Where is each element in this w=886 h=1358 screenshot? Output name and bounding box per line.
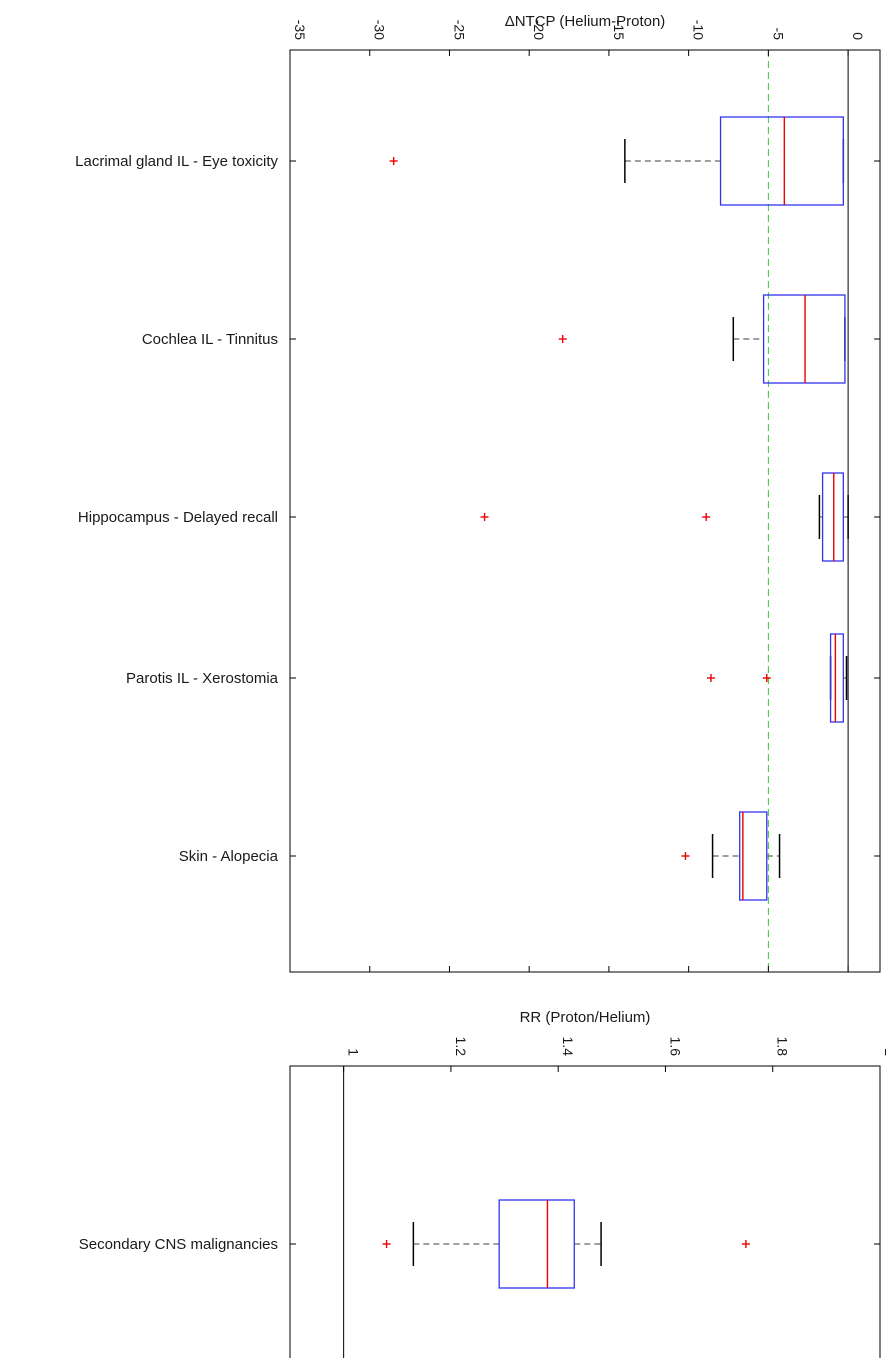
box-iqr — [821, 472, 844, 562]
outlier-point — [480, 513, 489, 521]
x-tick-label: -35 — [292, 20, 308, 40]
plot-frame — [289, 49, 881, 973]
x-tick-label: -10 — [691, 20, 707, 40]
outlier-point — [681, 852, 690, 860]
outlier-point — [702, 513, 711, 521]
outlier-point — [558, 335, 567, 343]
rr-panel: RR (Proton/Helium) 1 1.2 1.4 1.6 1.8 2 Second… — [79, 1009, 886, 1358]
box-iqr — [762, 294, 846, 384]
x-tick-label: 1.4 — [560, 1037, 576, 1057]
box-iqr — [739, 811, 768, 901]
x-tick-label: -25 — [451, 20, 467, 40]
x-tick-label: -20 — [531, 20, 547, 40]
box-iqr — [498, 1199, 575, 1289]
box-0 — [382, 1199, 750, 1289]
category-label: Cochlea IL - Tinnitus — [142, 331, 278, 348]
x-axis-title: ΔNTCP (Helium-Proton) — [505, 13, 666, 30]
ntcp-panel: ΔNTCP (Helium-Proton) -35 -30 -25 -20 -15 -10… — [75, 13, 881, 973]
outlier-point — [762, 674, 771, 682]
category-label: Parotis IL - Xerostomia — [126, 670, 279, 687]
box-iqr — [719, 116, 844, 206]
x-tick-label: 1.8 — [775, 1037, 791, 1057]
box-1 — [558, 294, 846, 384]
outlier-point — [382, 1240, 391, 1248]
x-tick-label: 1.2 — [453, 1037, 469, 1057]
category-label: Lacrimal gland IL - Eye toxicity — [75, 153, 278, 170]
x-tick-label: 0 — [850, 32, 866, 40]
outlier-point — [741, 1240, 750, 1248]
outlier-point — [389, 157, 398, 165]
x-tick-label: -30 — [372, 20, 388, 40]
box-0 — [389, 116, 845, 206]
category-label: Secondary CNS malignancies — [79, 1236, 278, 1253]
x-tick-label: -5 — [770, 28, 786, 41]
box-2 — [480, 472, 849, 562]
x-tick-label: 1 — [346, 1048, 362, 1056]
box-3 — [706, 633, 848, 723]
category-label: Skin - Alopecia — [179, 848, 279, 865]
x-tick-label: -15 — [611, 20, 627, 40]
box-iqr — [829, 633, 844, 723]
plot-frame — [289, 1065, 881, 1358]
category-label: Hippocampus - Delayed recall — [78, 509, 278, 526]
x-axis-title: RR (Proton/Helium) — [520, 1009, 651, 1026]
box-4 — [681, 811, 781, 901]
outlier-point — [706, 674, 715, 682]
x-tick-label: 1.6 — [667, 1037, 683, 1057]
x-tick-label: 2 — [882, 1048, 886, 1056]
